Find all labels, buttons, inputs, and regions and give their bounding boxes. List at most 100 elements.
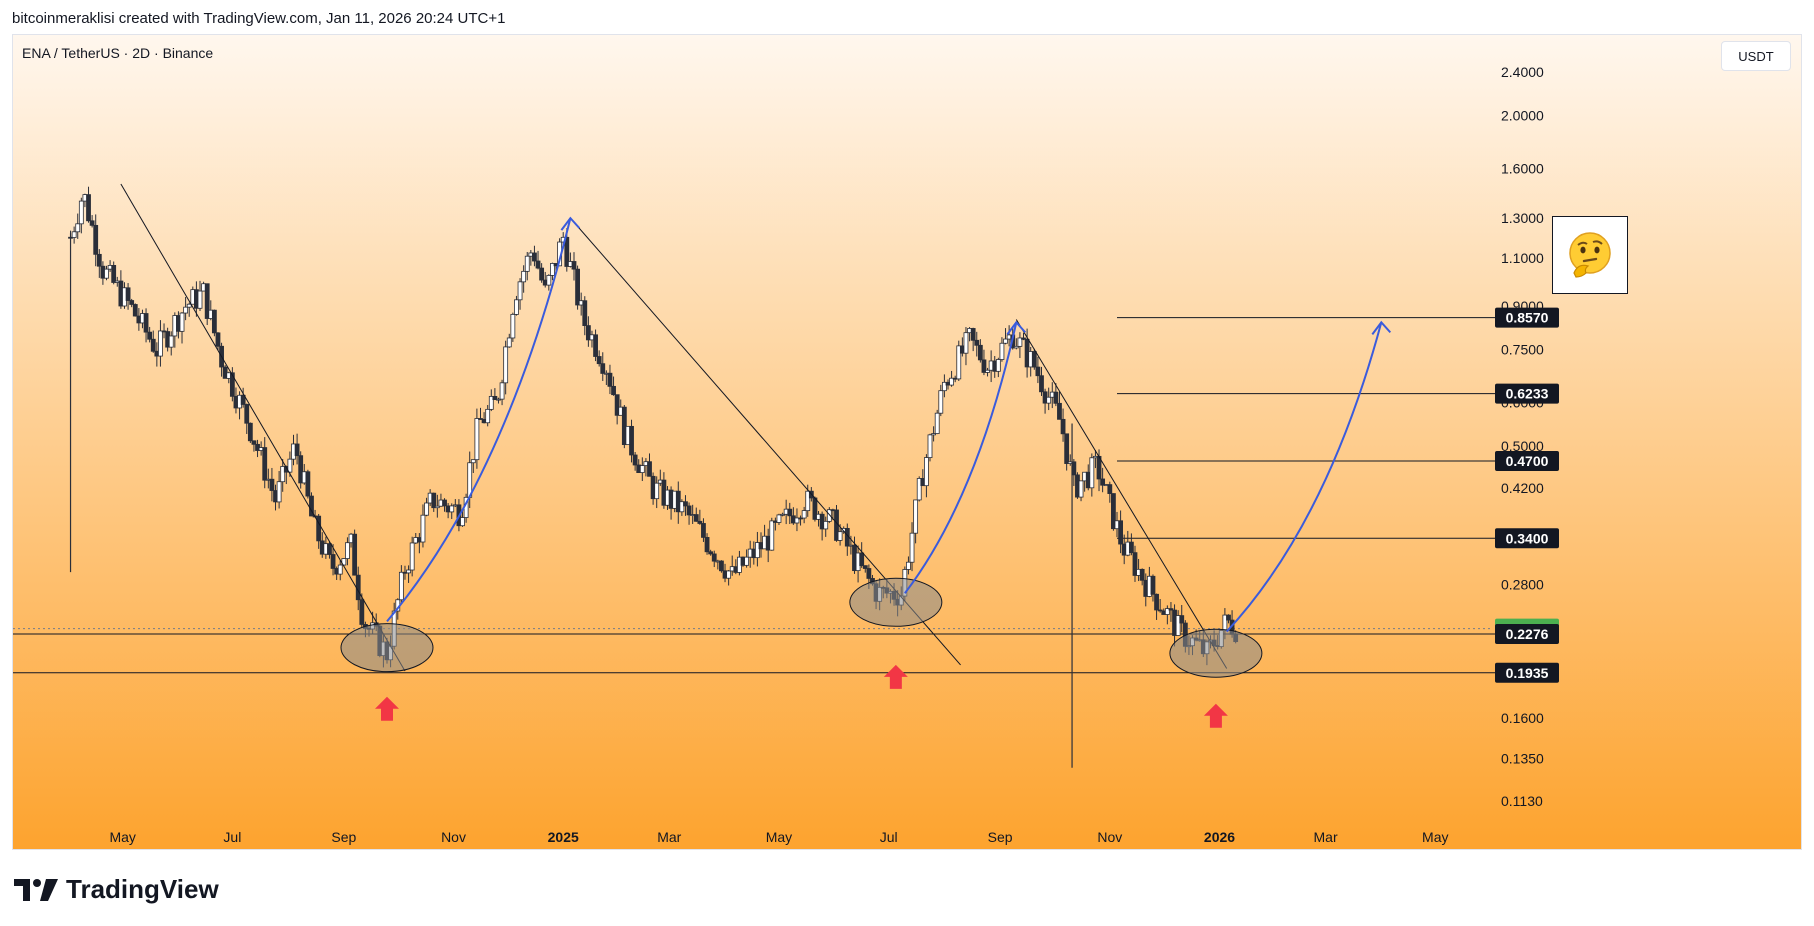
candle-up <box>769 520 775 551</box>
candle-up <box>1003 338 1008 344</box>
candle-down <box>1021 337 1026 340</box>
level-price-tag: 0.6233 <box>1495 383 1559 404</box>
price-tag-bg <box>1495 662 1559 683</box>
price-tag-label: 0.6233 <box>1506 386 1549 402</box>
level-price-tag: 0.1935 <box>1495 662 1559 683</box>
candle-down <box>305 471 311 497</box>
candle-up <box>488 395 494 410</box>
projection-arrowhead <box>1371 320 1392 335</box>
projection-curve <box>1225 322 1383 633</box>
candle-down <box>143 313 149 333</box>
tradingview-wordmark: TradingView <box>66 874 219 904</box>
candle-up <box>956 345 962 380</box>
y-axis-tick-label: 0.5000 <box>1501 438 1544 454</box>
candle-down <box>1060 418 1066 435</box>
projection-arrowhead <box>560 216 581 231</box>
candle-down <box>244 404 250 424</box>
y-axis-tick-label: 1.3000 <box>1501 210 1544 226</box>
candle-down <box>787 508 793 517</box>
price-tag-bg <box>1495 450 1559 471</box>
candle-down <box>1139 568 1145 581</box>
candle-up <box>496 398 501 401</box>
price-tag-label: 0.8570 <box>1506 310 1549 326</box>
chart-panel[interactable]: May Jul Sep Nov 2025 Mar May Jul Sep Nov 2026 Mar Ma… <box>12 34 1802 850</box>
candle-down <box>96 253 102 267</box>
candle-down <box>269 478 275 491</box>
candle-up <box>927 434 933 458</box>
support-zone-ellipse <box>340 623 434 673</box>
candle-up <box>345 542 350 559</box>
candle-up <box>183 306 189 314</box>
chart-background <box>13 35 1801 849</box>
candle-up <box>805 490 811 512</box>
candle-up <box>754 542 760 559</box>
candle-down <box>629 425 634 456</box>
candle-down <box>1179 615 1185 624</box>
candle-down <box>977 344 983 361</box>
candle-down <box>585 325 591 341</box>
candle-up <box>71 231 77 238</box>
candle-down <box>862 565 868 569</box>
candle-up <box>999 342 1005 360</box>
candle-down <box>704 537 710 553</box>
candle-down <box>859 552 865 567</box>
x-axis-tick-label: 2026 <box>1204 829 1235 845</box>
currency-button[interactable]: USDT <box>1721 41 1791 71</box>
candle-down <box>593 334 598 357</box>
candle-up <box>485 408 491 424</box>
candle-up <box>780 513 785 516</box>
candle-up <box>424 502 429 516</box>
candle-up <box>75 223 81 233</box>
candle-down <box>93 224 99 255</box>
candle-up <box>995 359 1001 372</box>
candle-down <box>1118 520 1124 545</box>
candle-up <box>287 458 293 473</box>
y-axis-tick-label: 0.1600 <box>1501 710 1544 726</box>
candle-up <box>1013 345 1019 349</box>
x-axis-tick-label: Mar <box>1314 829 1338 845</box>
candle-up <box>909 532 915 563</box>
candle-down <box>981 359 987 373</box>
candle-down <box>251 440 257 445</box>
candle-up <box>726 570 732 579</box>
candle-down <box>719 560 724 572</box>
candle-down <box>571 261 577 270</box>
candle-up <box>514 299 519 315</box>
x-axis-tick-label: Sep <box>331 829 356 845</box>
candle-up <box>420 514 426 543</box>
tradingview-logo-icon <box>14 878 58 901</box>
candle-up <box>398 571 404 601</box>
buy-signal-arrow-icon <box>374 696 399 721</box>
trendline <box>120 183 406 672</box>
candle-up <box>916 478 922 501</box>
candle-down <box>147 331 153 340</box>
candle-up <box>337 564 343 575</box>
x-axis-tick-label: May <box>109 829 135 845</box>
tradingview-logo[interactable]: TradingView <box>14 874 219 905</box>
candle-up <box>158 330 163 357</box>
candle-down <box>1107 484 1113 494</box>
x-axis-tick-label: Jul <box>880 829 898 845</box>
candle-down <box>132 304 138 317</box>
candle-down <box>1154 593 1159 611</box>
candle-up <box>470 459 476 464</box>
candle-up <box>639 465 645 473</box>
candle-up <box>776 514 782 523</box>
candle-up <box>78 200 84 225</box>
candle-up <box>276 481 282 503</box>
candle-up <box>931 433 937 436</box>
candle-down <box>1053 391 1059 404</box>
candle-up <box>104 268 109 279</box>
candle-down <box>693 514 699 522</box>
y-axis-tick-label: 0.1350 <box>1501 751 1544 767</box>
candle-down <box>229 372 235 397</box>
price-tag-bg <box>1495 307 1559 328</box>
candle-down <box>596 356 602 365</box>
candle-up <box>510 313 516 339</box>
y-axis-tick-label: 2.0000 <box>1501 107 1544 123</box>
candle-down <box>564 236 570 267</box>
candle-down <box>600 363 606 374</box>
price-chart[interactable]: May Jul Sep Nov 2025 Mar May Jul Sep Nov 2026 Mar Ma… <box>13 35 1802 850</box>
candle-up <box>449 505 455 513</box>
candle-up <box>499 382 505 400</box>
